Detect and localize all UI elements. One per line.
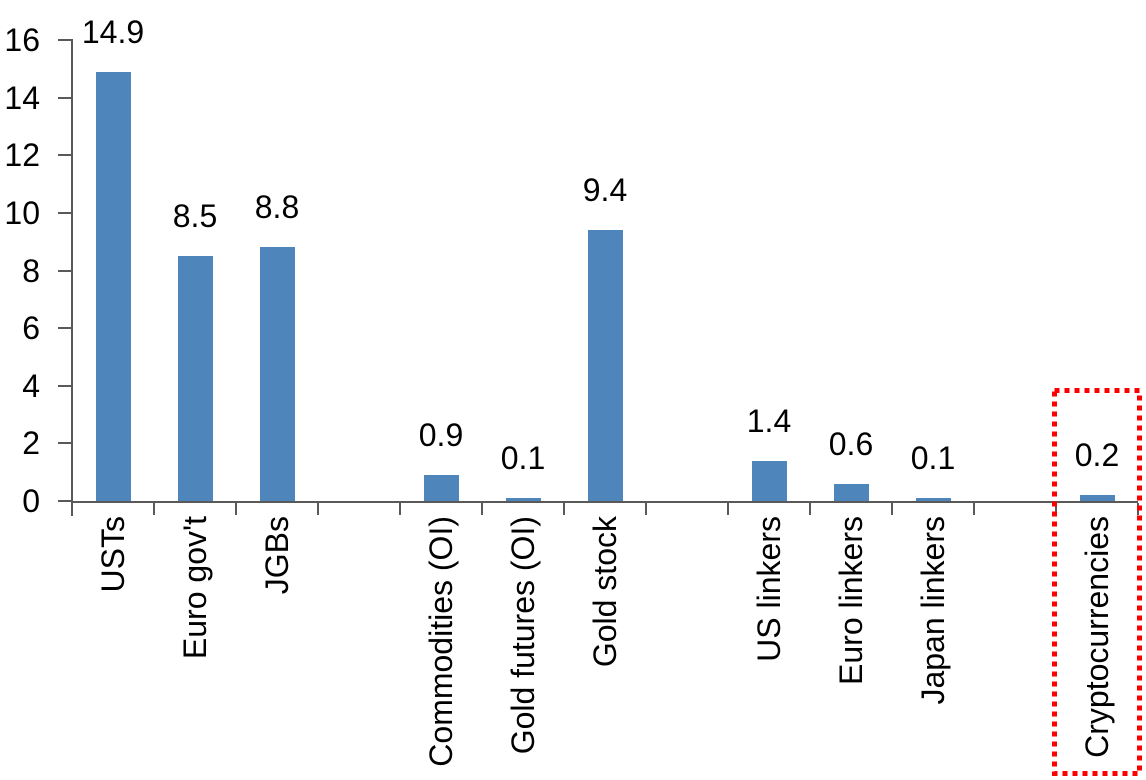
x-axis-label: Gold futures (OI): [505, 516, 541, 755]
value-label: 8.8: [254, 189, 300, 225]
x-tick-mark: [563, 503, 565, 515]
x-tick-mark: [71, 503, 73, 515]
y-axis-tick-label: 10: [4, 195, 40, 231]
x-tick-mark: [809, 503, 811, 515]
highlight-box: [1052, 388, 1142, 776]
y-tick-mark: [58, 97, 72, 99]
x-tick-mark: [973, 503, 975, 515]
y-tick-mark: [58, 327, 72, 329]
y-axis-line: [71, 39, 73, 516]
bar-Euro gov't: [178, 256, 213, 501]
x-tick-mark: [645, 503, 647, 515]
y-tick-mark: [58, 212, 72, 214]
x-tick-mark: [317, 503, 319, 515]
value-label: 0.6: [828, 426, 874, 462]
y-axis-tick-label: 6: [22, 310, 40, 346]
x-axis-label: Euro linkers: [833, 516, 869, 685]
bar-Cryptocurrencies: [1080, 495, 1115, 501]
bar-Japan linkers: [916, 498, 951, 501]
bar-Euro linkers: [834, 484, 869, 501]
x-axis-label: USTs: [95, 516, 131, 593]
y-axis-tick-label: 2: [22, 425, 40, 461]
y-tick-mark: [58, 154, 72, 156]
x-axis-label: Japan linkers: [915, 516, 951, 705]
value-label: 0.9: [418, 417, 464, 453]
x-axis-label: Euro gov't: [177, 516, 213, 660]
y-axis-tick-label: 14: [4, 80, 40, 116]
y-axis-tick-label: 0: [22, 483, 40, 519]
y-tick-mark: [58, 385, 72, 387]
y-tick-mark: [58, 500, 72, 502]
y-axis-tick-label: 12: [4, 137, 40, 173]
x-tick-mark: [891, 503, 893, 515]
y-axis-tick-label: 16: [4, 22, 40, 58]
x-axis-label: JGBs: [259, 516, 295, 595]
value-label: 1.4: [746, 403, 792, 439]
x-tick-mark: [727, 503, 729, 515]
value-label: 14.9: [81, 14, 145, 50]
y-axis-tick-label: 8: [22, 253, 40, 289]
bar-Commodities (OI): [424, 475, 459, 501]
bar-Gold stock: [588, 230, 623, 501]
value-label: 9.4: [582, 172, 628, 208]
x-axis-label: Gold stock: [587, 516, 623, 668]
value-label: 8.5: [172, 198, 218, 234]
x-axis-label: Commodities (OI): [423, 516, 459, 767]
x-axis-label: US linkers: [751, 516, 787, 662]
value-label: 0.2: [1074, 437, 1120, 473]
dotted-rectangle: [1052, 388, 1142, 776]
y-tick-mark: [58, 270, 72, 272]
bar-USTs: [96, 72, 131, 501]
y-tick-mark: [58, 39, 72, 41]
y-tick-mark: [58, 442, 72, 444]
x-tick-mark: [481, 503, 483, 515]
bar-JGBs: [260, 247, 295, 501]
x-axis-line: [71, 501, 1138, 503]
x-tick-mark: [153, 503, 155, 515]
bar-US linkers: [752, 461, 787, 501]
value-label: 0.1: [910, 440, 956, 476]
bar-Gold futures (OI): [506, 498, 541, 501]
x-tick-mark: [399, 503, 401, 515]
x-tick-mark: [1055, 503, 1057, 515]
x-tick-mark: [235, 503, 237, 515]
value-label: 0.1: [500, 440, 546, 476]
y-axis-tick-label: 4: [22, 368, 40, 404]
